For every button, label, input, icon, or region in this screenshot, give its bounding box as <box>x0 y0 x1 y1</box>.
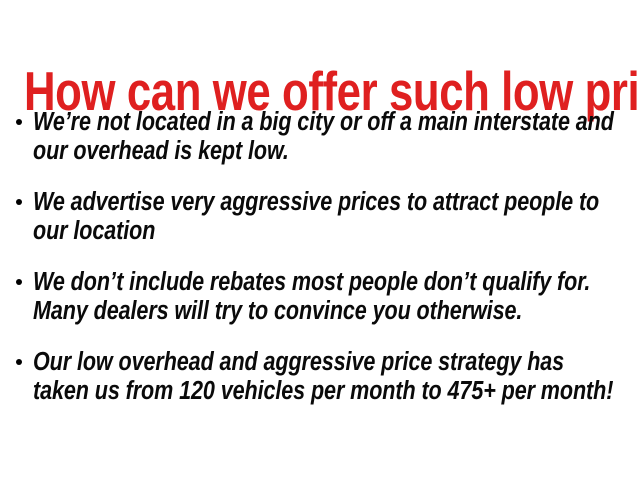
list-item: Our low overhead and aggressive price st… <box>0 348 640 406</box>
list-item-text: We’re not located in a big city or off a… <box>33 108 614 165</box>
bullet-dot-icon <box>16 199 22 205</box>
bullet-dot-icon <box>16 359 22 365</box>
bullet-dot-icon <box>16 279 22 285</box>
bullet-list: We’re not located in a big city or off a… <box>0 108 640 406</box>
list-item-text: Our low overhead and aggressive price st… <box>33 348 614 405</box>
list-item: We advertise very aggressive prices to a… <box>0 188 640 246</box>
bullet-dot-icon <box>16 119 22 125</box>
list-item: We’re not located in a big city or off a… <box>0 108 640 166</box>
list-item: We don’t include rebates most people don… <box>0 268 640 326</box>
list-item-text: We don’t include rebates most people don… <box>33 268 591 325</box>
list-item-text: We advertise very aggressive prices to a… <box>33 188 600 245</box>
